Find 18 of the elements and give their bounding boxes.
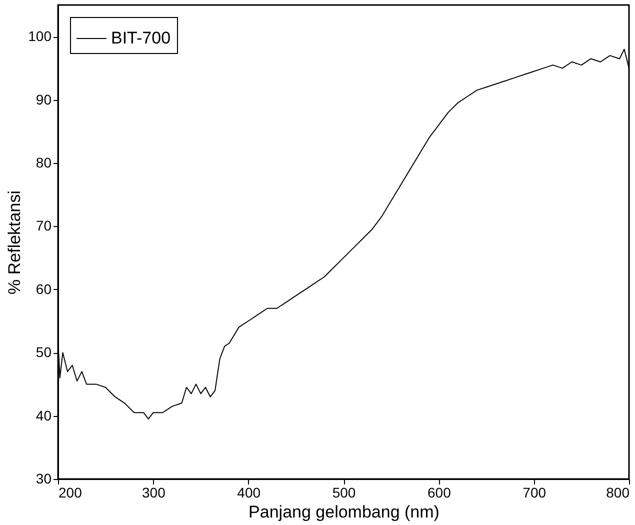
y-tick-label: 30 bbox=[36, 470, 52, 486]
x-tick-label: 700 bbox=[522, 484, 546, 500]
y-tick-label: 90 bbox=[36, 91, 52, 108]
x-tick-label: 500 bbox=[332, 484, 356, 500]
x-tick-label: 400 bbox=[237, 484, 261, 500]
x-tick-label: 200 bbox=[58, 484, 82, 500]
y-tick-label: 50 bbox=[36, 344, 52, 360]
y-tick-label: 100 bbox=[28, 28, 52, 44]
legend-label: BIT-700 bbox=[111, 28, 171, 48]
y-tick-label: 60 bbox=[36, 280, 52, 297]
y-tick-label: 80 bbox=[36, 154, 52, 170]
y-axis-title: % Reflektansi bbox=[5, 190, 24, 294]
x-axis-title: Panjang gelombang (nm) bbox=[248, 502, 440, 522]
x-tick-label: 600 bbox=[427, 484, 452, 500]
y-tick-label: 40 bbox=[36, 407, 52, 424]
x-tick-label: 300 bbox=[142, 484, 166, 500]
y-tick-label: 70 bbox=[36, 218, 52, 234]
x-tick-label: 800 bbox=[606, 484, 630, 500]
